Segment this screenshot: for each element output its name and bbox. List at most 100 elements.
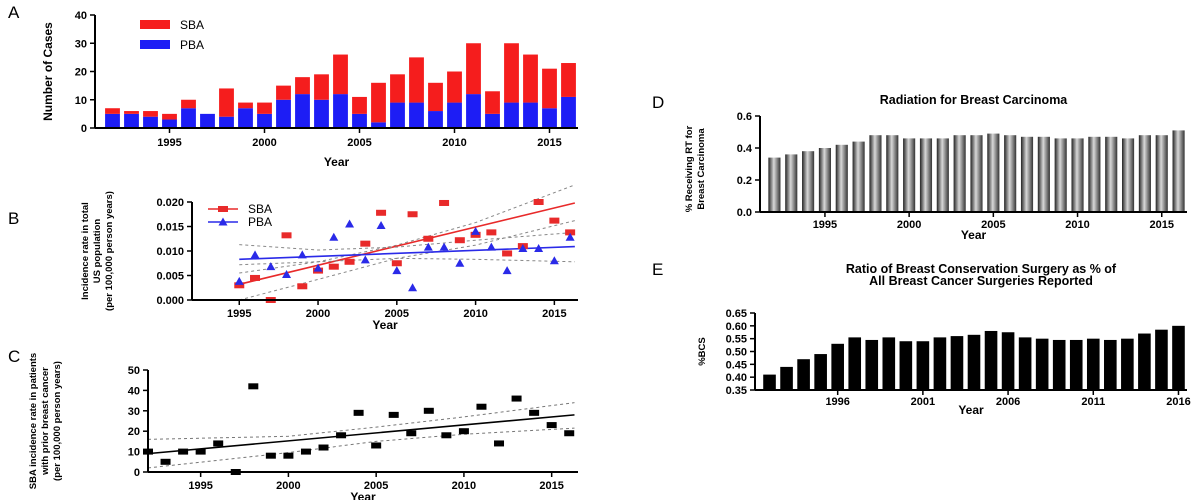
bar-sba (428, 82, 443, 112)
bar-rt (1020, 136, 1034, 212)
panel-c-point (511, 395, 522, 402)
panel-b-ytick-label: 0.005 (156, 271, 184, 283)
bar-pba (124, 113, 139, 128)
panel-c-point (371, 442, 382, 449)
panel-b-xtick-label: 2000 (306, 308, 330, 320)
bar-pba (181, 108, 196, 128)
bar-bcs (797, 359, 810, 390)
panel-c-point (458, 428, 469, 435)
panel-b-point-pba (534, 244, 544, 253)
bar-pba (219, 116, 234, 128)
bar-sba (409, 57, 424, 103)
panel-c-ytick-label: 50 (128, 365, 140, 377)
panel-b-point-sba (407, 211, 418, 218)
panel-a: 0 10 20 30 40 1995 2000 2005 2010 2015 Year Number … (41, 10, 578, 169)
panel-c-point (546, 422, 557, 429)
bar-rt (1105, 136, 1118, 212)
panel-c-xlabel: Year (350, 490, 376, 500)
bar-pba (447, 102, 462, 128)
panel-b-point-sba (328, 263, 339, 270)
panel-d-ytick-label: 0.4 (737, 143, 753, 155)
panel-c-xtick-label: 2015 (539, 480, 563, 492)
bar-pba (257, 113, 272, 128)
bar-sba (162, 113, 177, 120)
bar-sba (333, 54, 348, 95)
panel-b-xlabel: Year (372, 318, 398, 332)
bar-rt (852, 141, 865, 212)
legend-label-sba: SBA (248, 202, 272, 216)
panel-d-xtick-label: 2005 (981, 219, 1005, 231)
bar-sba (238, 102, 253, 109)
bar-bcs (950, 336, 964, 390)
panel-c-point (178, 448, 189, 455)
bar-sba (542, 68, 557, 109)
panel-b-point-pba (266, 262, 276, 271)
legend-swatch-pba (140, 40, 170, 49)
bar-bcs (1052, 339, 1066, 390)
panel-b-point-pba (408, 283, 418, 292)
bar-sba (504, 43, 519, 103)
panel-b-point-sba (376, 209, 387, 216)
panel-e-ylabel: %BCS (697, 337, 708, 366)
panel-a-xlabel: Year (324, 155, 350, 169)
panel-b-ytick-label: 0.020 (156, 197, 184, 209)
panel-c-ylabel: SBA incidence rate in patients (28, 353, 39, 489)
panel-e-title: Ratio of Breast Conservation Surgery as … (846, 262, 1117, 276)
bar-bcs (916, 341, 930, 390)
panel-c-point (441, 432, 452, 439)
panel-b-point-pba (392, 266, 402, 275)
panel-c-ci-upper (147, 402, 575, 440)
panel-a-ytick-label: 10 (75, 95, 87, 107)
panel-b-point-pba (282, 270, 292, 279)
panel-a-ytick-label: 40 (75, 10, 87, 22)
bar-rt (785, 154, 798, 212)
panel-label-c: C (8, 347, 20, 366)
panel-b-point-pba (455, 258, 465, 267)
legend-label-pba: PBA (180, 38, 204, 52)
bar-rt (1155, 135, 1168, 212)
bar-pba (162, 119, 177, 128)
panel-b-point-pba (502, 266, 512, 275)
panel-b-point-sba (533, 199, 544, 205)
bar-rt (1054, 138, 1067, 212)
panel-label-d: D (652, 93, 664, 112)
bar-bcs (1018, 337, 1032, 390)
panel-label-a: A (8, 3, 20, 22)
bar-bcs (1121, 338, 1134, 390)
panel-b-point-sba (250, 274, 261, 281)
bar-sba (485, 91, 500, 114)
bar-bcs (967, 334, 981, 390)
panel-label-e: E (652, 260, 663, 279)
bar-bcs (1172, 325, 1185, 390)
panel-b-point-sba (565, 229, 576, 236)
bar-bcs (1155, 329, 1168, 390)
panel-d-ylabel: Breast Carcinoma (696, 128, 707, 210)
bar-pba (352, 113, 367, 128)
panel-b-point-pba (360, 255, 370, 264)
bar-pba (428, 111, 443, 128)
panel-b-point-sba (297, 283, 308, 290)
panel-b-point-pba (376, 221, 386, 230)
bar-rt (818, 148, 832, 212)
panel-a-ytick-label: 0 (81, 123, 87, 135)
bar-rt (835, 144, 848, 212)
bar-rt (936, 138, 949, 212)
panel-a-xtick-label: 2010 (442, 137, 466, 149)
panel-a-xtick-label: 2015 (537, 137, 561, 149)
panel-c-point (476, 403, 487, 410)
bar-bcs (1001, 332, 1015, 390)
panel-c-ytick-label: 40 (128, 385, 140, 397)
panel-c-point (564, 430, 575, 437)
panel-e-xlabel: Year (958, 403, 984, 417)
bar-pba (523, 102, 538, 128)
bar-rt (1037, 136, 1050, 212)
bar-sba (276, 85, 291, 100)
bar-sba (523, 54, 538, 103)
panel-c-xtick-label: 2005 (364, 480, 388, 492)
panel-c-point (406, 430, 417, 437)
panel-b-point-sba (344, 258, 355, 265)
bar-bcs (1035, 338, 1049, 390)
panel-b-point-sba (360, 240, 371, 247)
bar-sba (466, 43, 481, 95)
